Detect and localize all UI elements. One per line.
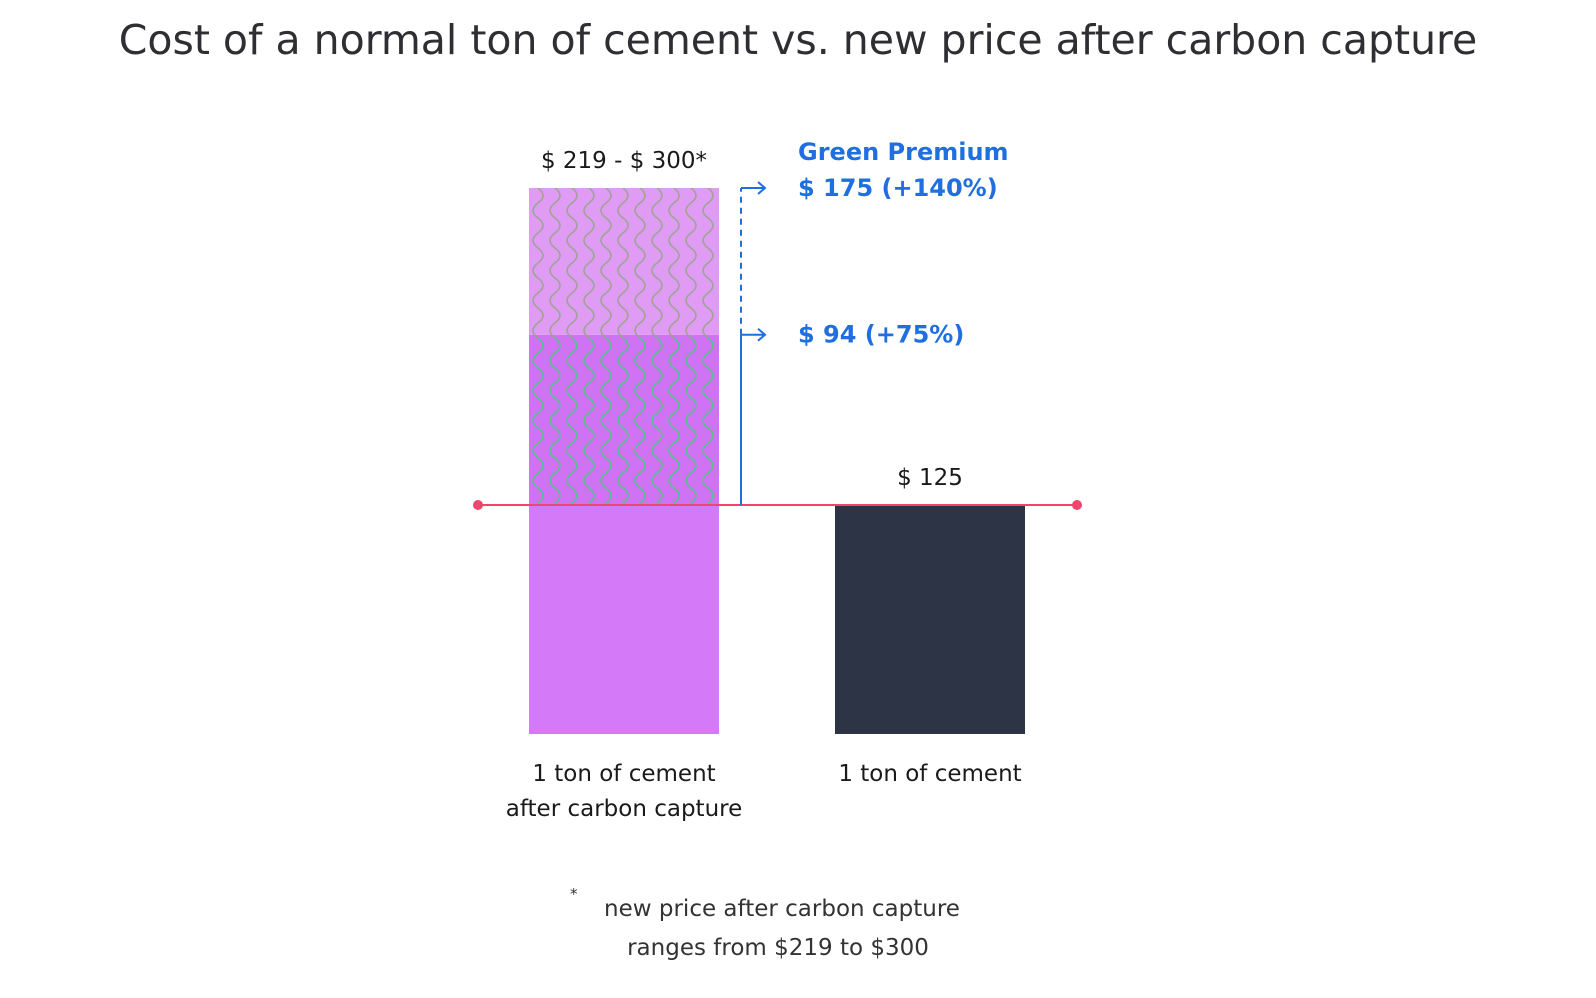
wave-line-overlay	[702, 188, 714, 339]
wave-line-overlay	[532, 188, 544, 339]
category-label-after-capture-line1: 1 ton of cement	[532, 761, 715, 787]
chart-title: Cost of a normal ton of cement vs. new p…	[119, 16, 1478, 64]
green-premium-heading: Green Premium	[798, 138, 1009, 166]
footnote-line1: new price after carbon capture	[604, 896, 960, 922]
bar-after-capture-low-segment	[529, 334, 719, 505]
footnote-line2: ranges from $219 to $300	[627, 935, 929, 961]
premium-high-arrow-icon	[741, 181, 767, 195]
green-premium-low-label: $ 94 (+75%)	[798, 321, 964, 349]
wave-line-overlay	[566, 188, 578, 339]
wave-line-overlay	[583, 188, 595, 339]
wave-line-overlay	[600, 188, 612, 339]
wave-line-overlay	[549, 188, 561, 339]
wave-line-overlay	[617, 188, 629, 339]
bar-normal-cement	[835, 505, 1025, 734]
wave-line-overlay	[651, 188, 663, 339]
category-label-normal-cement: 1 ton of cement	[838, 761, 1021, 787]
reference-line-left-dot	[473, 500, 483, 510]
bar-after-capture-value-label: $ 219 - $ 300*	[541, 148, 707, 174]
category-label-after-capture-line2: after carbon capture	[506, 796, 743, 822]
wave-line-overlay	[685, 188, 697, 339]
bar-after-capture-base	[529, 505, 719, 734]
wave-line-overlay	[634, 188, 646, 339]
bar-normal-cement-value-label: $ 125	[897, 465, 963, 491]
footnote-marker: *	[570, 885, 578, 903]
premium-low-arrow-icon	[741, 327, 767, 342]
wave-line-overlay	[668, 188, 680, 339]
green-premium-high-label: $ 175 (+140%)	[798, 174, 998, 202]
reference-line-right-dot	[1072, 500, 1082, 510]
wave-pattern	[532, 188, 714, 505]
